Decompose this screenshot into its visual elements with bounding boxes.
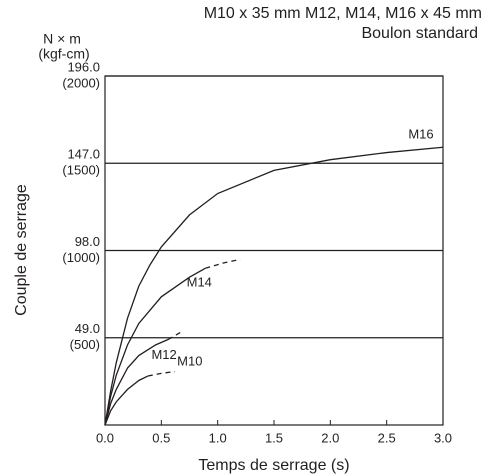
y-tick-label: 49.0 (75, 321, 100, 336)
series-label: M10 (177, 353, 202, 368)
x-tick-label: 0.0 (96, 430, 114, 445)
line-dashed (167, 331, 181, 341)
y-tick-label: 98.0 (75, 234, 100, 249)
series-label: M16 (408, 127, 433, 142)
y-unit-alt: (kgf-cm) (38, 46, 89, 62)
chart-subtitle: Boulon standard (361, 25, 478, 42)
x-tick-label: 1.0 (209, 430, 227, 445)
x-tick-label: 2.0 (321, 430, 339, 445)
y-tick-alt-label: (1500) (62, 163, 100, 178)
line (104, 267, 206, 426)
line (104, 338, 169, 426)
chart-title: M10 x 35 mm M12, M14, M16 x 45 mm (204, 5, 482, 22)
y-tick-alt-label: (500) (70, 337, 100, 352)
y-tick-alt-label: (1000) (62, 250, 100, 265)
x-tick-label: 1.5 (265, 430, 283, 445)
series-label: M12 (151, 347, 176, 362)
y-axis-title: Couple de serrage (13, 184, 30, 316)
y-tick-alt-label: (2000) (62, 75, 100, 90)
x-tick-label: 0.5 (152, 430, 170, 445)
line (104, 146, 444, 426)
line-dashed (147, 370, 175, 377)
y-tick-label: 196.0 (67, 59, 100, 74)
y-unit: N × m (43, 31, 81, 47)
x-tick-label: 2.5 (378, 430, 396, 445)
line (104, 375, 149, 426)
y-tick-label: 147.0 (67, 147, 100, 162)
x-tick-label: 3.0 (434, 430, 452, 445)
x-axis-title: Temps de serrage (s) (198, 457, 349, 474)
series-label: M14 (187, 275, 212, 290)
line-dashed (205, 258, 241, 269)
